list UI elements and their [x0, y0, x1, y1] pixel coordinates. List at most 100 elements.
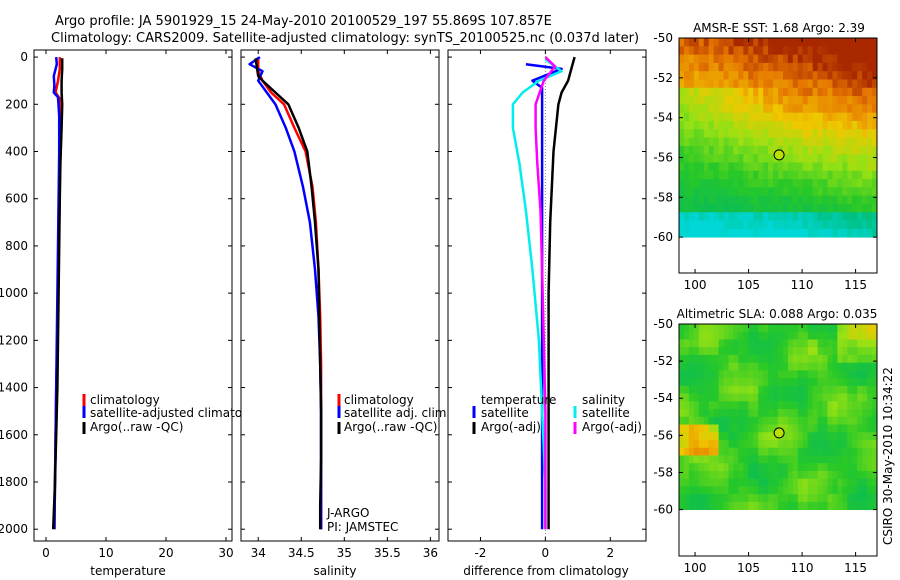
heatmap-cell [698, 463, 705, 472]
heatmap-cell [867, 145, 873, 155]
heatmap-cell [723, 347, 729, 356]
heatmap-cell [708, 409, 715, 418]
heatmap-cell [688, 137, 695, 147]
heatmap-cell [812, 38, 818, 47]
heatmap-cell [773, 331, 779, 340]
heatmap-cell [832, 409, 838, 418]
heatmap-cell [753, 62, 759, 72]
heatmap-cell [773, 447, 779, 456]
heatmap-cell [827, 494, 833, 503]
heatmap-cell [698, 424, 705, 433]
heatmap-cell [787, 432, 794, 441]
heatmap-cell [679, 71, 685, 80]
x-tick-label: 110 [791, 561, 814, 575]
heatmap-cell [872, 347, 878, 356]
heatmap-cell [718, 62, 724, 72]
heatmap-cell [768, 385, 774, 394]
heatmap-cell [683, 347, 690, 356]
heatmap-cell [787, 440, 794, 449]
heatmap-cell [817, 203, 823, 213]
heatmap-cell [748, 478, 754, 487]
heatmap-cell [743, 179, 749, 188]
heatmap-cell [728, 393, 734, 402]
heatmap-cell [758, 447, 764, 456]
heatmap-cell [728, 96, 734, 105]
heatmap-cell [792, 385, 799, 394]
heatmap-cell [797, 96, 804, 105]
heatmap-cell [857, 137, 863, 147]
heatmap-cell [792, 170, 799, 180]
heatmap-cell [723, 54, 729, 64]
y-tick-label: -56 [653, 150, 673, 164]
heatmap-cell [837, 79, 843, 89]
heatmap-cell [842, 38, 848, 47]
heatmap-cell [778, 455, 784, 464]
heatmap-cell [827, 62, 833, 72]
heatmap-cell [728, 470, 734, 480]
heatmap-cell [857, 494, 863, 503]
heatmap-cell [867, 486, 873, 495]
heatmap-cell [807, 440, 814, 449]
heatmap-cell [807, 129, 814, 138]
heatmap-cell [738, 416, 744, 425]
heatmap-cell [748, 203, 754, 213]
heatmap-cell [802, 112, 809, 122]
heatmap-cell [847, 137, 853, 147]
heatmap-cell [852, 137, 858, 147]
heatmap-cell [852, 228, 858, 238]
heatmap-cell [847, 378, 853, 387]
heatmap-cell [743, 195, 749, 205]
heatmap-cell [782, 385, 789, 394]
heatmap-cell [679, 486, 685, 495]
heatmap-cell [773, 354, 779, 364]
heatmap-cell [852, 463, 858, 472]
heatmap-cell [802, 220, 809, 230]
heatmap-cell [728, 501, 734, 510]
heatmap-cell [753, 470, 759, 480]
heatmap-cell [733, 354, 739, 364]
heatmap-cell [718, 354, 724, 364]
heatmap-cell [708, 494, 715, 503]
heatmap-cell [822, 187, 828, 197]
heatmap-cell [728, 203, 734, 213]
heatmap-cell [862, 96, 868, 105]
heatmap-cell [832, 62, 838, 72]
heatmap-cell [797, 501, 804, 510]
heatmap-cell [773, 104, 779, 114]
heatmap-cell [852, 324, 858, 333]
x-tick-label: 34 [251, 546, 266, 560]
heatmap-cell [812, 370, 818, 379]
heatmap-cell [748, 354, 754, 364]
heatmap-cell [782, 339, 789, 348]
heatmap-cell [862, 212, 868, 221]
heatmap-cell [842, 324, 848, 333]
heatmap-cell [832, 195, 838, 205]
heatmap-cell [748, 416, 754, 425]
heatmap-cell [733, 129, 739, 138]
heatmap-cell [688, 129, 695, 138]
heatmap-cell [792, 228, 799, 238]
heatmap-cell [872, 228, 878, 238]
heatmap-cell [753, 170, 759, 180]
heatmap-cell [693, 455, 700, 464]
heatmap-cell [708, 104, 715, 114]
heatmap-cell [867, 370, 873, 379]
heatmap-cell [698, 494, 705, 503]
heatmap-cell [743, 170, 749, 180]
heatmap-cell [852, 87, 858, 97]
heatmap-cell [748, 195, 754, 205]
heatmap-cell [862, 154, 868, 163]
heatmap-cell [802, 203, 809, 213]
heatmap-cell [683, 62, 690, 72]
heatmap-cell [867, 120, 873, 130]
heatmap-cell [733, 432, 739, 441]
heatmap-cell [842, 440, 848, 449]
heatmap-cell [683, 447, 690, 456]
heatmap-cell [718, 79, 724, 89]
heatmap-cell [698, 228, 705, 238]
heatmap-cell [768, 203, 774, 213]
heatmap-cell [802, 385, 809, 394]
heatmap-cell [837, 331, 843, 340]
heatmap-cell [842, 347, 848, 356]
heatmap-cell [679, 104, 685, 114]
